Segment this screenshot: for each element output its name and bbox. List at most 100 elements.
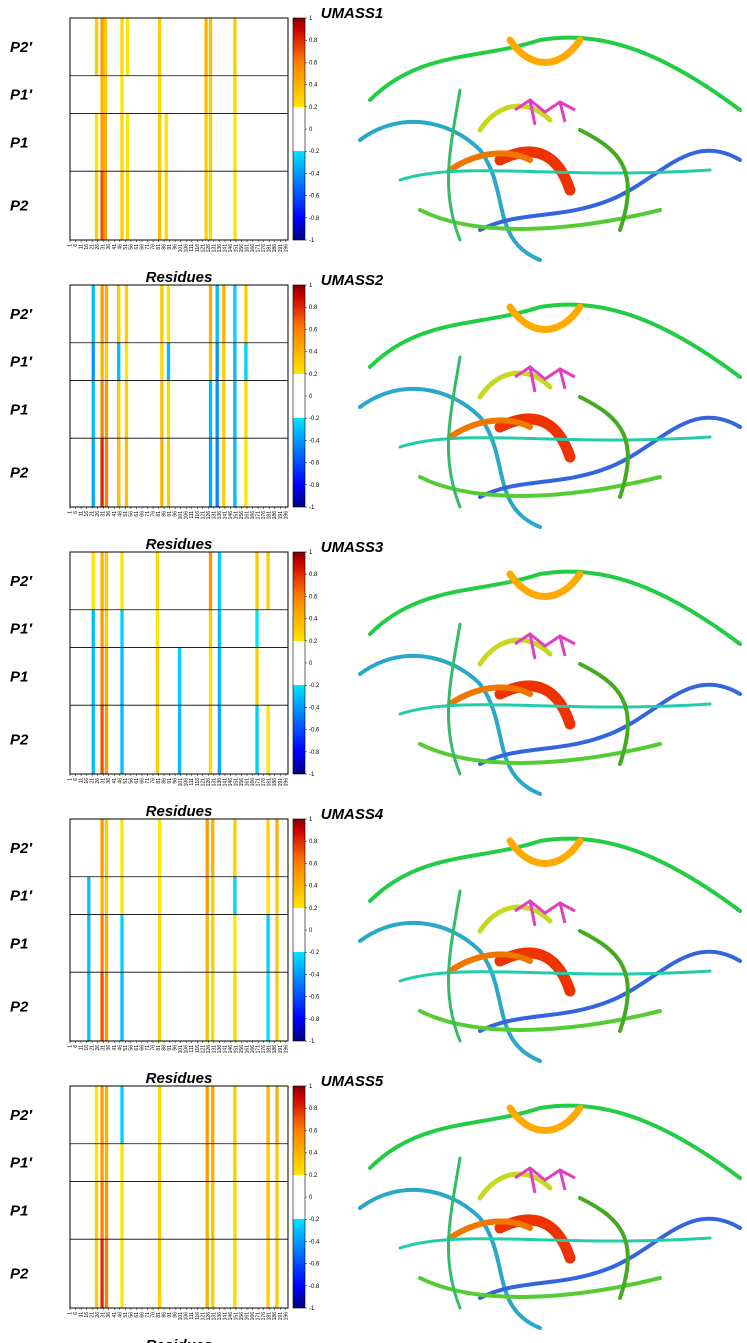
heat-cell [205, 1239, 209, 1308]
x-tick-label: 86 [162, 1312, 168, 1318]
heat-cell [104, 552, 109, 610]
x-tick-label: 26 [95, 244, 101, 250]
colorbar-tick-label: 1 [309, 817, 313, 823]
x-tick-label: 36 [106, 1312, 112, 1318]
heat-cell [208, 171, 213, 240]
x-tick-label: 36 [106, 244, 112, 250]
x-tick-label: 16 [84, 1312, 90, 1318]
protein-structure [358, 302, 742, 529]
heat-cell [103, 171, 108, 240]
heat-cell [217, 609, 222, 648]
x-tick-label: 96 [173, 778, 179, 784]
backbone-tube [447, 1218, 533, 1241]
colorbar-tick-label: -0.6 [309, 995, 320, 1001]
heat-cell [120, 1181, 124, 1240]
x-tick-label: 156 [239, 244, 245, 253]
backbone-tube [447, 355, 462, 509]
heat-cell [103, 75, 108, 114]
x-tick-label: 41 [112, 244, 118, 250]
heat-cell [215, 380, 219, 439]
x-tick-label: 116 [195, 1312, 201, 1320]
heat-cell [120, 552, 124, 610]
heat-cell [275, 1239, 279, 1308]
group-label: P1 [10, 401, 28, 418]
x-tick-label: 176 [261, 778, 267, 787]
heat-cell [208, 380, 213, 439]
heat-cell [120, 876, 124, 915]
x-tick-label: 136 [217, 1045, 223, 1054]
x-tick-label: 161 [245, 244, 251, 253]
colorbar-tick-label: -0.6 [309, 1262, 320, 1268]
x-tick-label: 136 [217, 1312, 223, 1321]
backbone-tube [477, 637, 553, 667]
colorbar-tick-label: -0.4 [309, 705, 320, 711]
heat-cell [104, 1239, 109, 1308]
heat-cell [205, 1181, 209, 1240]
heat-cell [275, 819, 279, 877]
backbone-tube [398, 702, 712, 716]
x-tick-label: 196 [283, 1312, 289, 1321]
x-tick-label: 81 [156, 778, 162, 784]
heat-cell [233, 113, 237, 172]
heat-cell [233, 438, 237, 507]
x-tick-label: 196 [283, 511, 289, 520]
colorbar-tick-label: -0.6 [309, 461, 320, 467]
heat-cell [94, 1143, 99, 1182]
x-tick-label: 111 [189, 1045, 195, 1053]
heat-cell [94, 1239, 99, 1308]
x-tick-label: 16 [84, 511, 90, 517]
heat-cell [157, 876, 162, 915]
backbone-tube [477, 904, 553, 934]
heat-cell [233, 876, 237, 915]
heat-cell [91, 552, 95, 610]
x-tick-label: 166 [250, 244, 256, 253]
x-tick-label: 171 [256, 244, 262, 253]
backbone-tube [578, 662, 630, 766]
heat-cell [100, 705, 104, 774]
heat-cell [124, 342, 129, 381]
heat-cell [100, 609, 104, 648]
colorbar-tick-label: 0.8 [309, 38, 318, 44]
group-label: P1′ [10, 1155, 33, 1172]
x-tick-label: 111 [189, 778, 195, 786]
x-tick-label: 151 [233, 1045, 239, 1054]
x-tick-label: 96 [173, 1312, 179, 1318]
colorbar-tick-label: -0.8 [309, 483, 320, 489]
plot-frame [69, 551, 289, 775]
heat-cell [233, 285, 237, 343]
group-label: P2′ [10, 573, 33, 590]
colorbar-tick-label: 0 [309, 661, 313, 667]
x-tick-label: 86 [162, 778, 168, 784]
x-tick-label: 181 [267, 244, 273, 253]
heat-cell [117, 285, 121, 343]
heat-cell [255, 552, 259, 610]
x-tick-label: 131 [211, 778, 217, 787]
backbone-tube [578, 929, 630, 1033]
heat-cell [120, 1239, 124, 1308]
heat-cell [157, 1239, 162, 1308]
heat-cell [120, 705, 124, 774]
heat-cell [104, 972, 109, 1041]
x-tick-label: 21 [90, 1045, 96, 1051]
x-tick-label: 36 [106, 511, 112, 517]
backbone-tube [478, 949, 742, 1033]
heat-cell [94, 113, 99, 172]
heat-cell [120, 1086, 124, 1144]
x-tick-label: 121 [200, 244, 206, 253]
x-tick-label: 1 [68, 1312, 74, 1315]
heat-cell [222, 285, 226, 343]
backbone-tube [478, 682, 742, 766]
plot-frame [69, 818, 289, 1042]
colorbar-tick-label: 0.4 [309, 83, 318, 89]
heat-cell [211, 1086, 215, 1144]
group-label: P2 [10, 1266, 29, 1283]
heat-cell [255, 609, 259, 648]
x-tick-label: 66 [139, 511, 145, 517]
heat-cell [120, 75, 124, 114]
heat-cell [275, 1181, 279, 1240]
group-label: P2′ [10, 840, 33, 857]
ligand [514, 632, 576, 660]
heat-cell [100, 171, 104, 240]
colorbar-tick-label: -0.4 [309, 972, 320, 978]
backbone-tube [506, 837, 584, 867]
